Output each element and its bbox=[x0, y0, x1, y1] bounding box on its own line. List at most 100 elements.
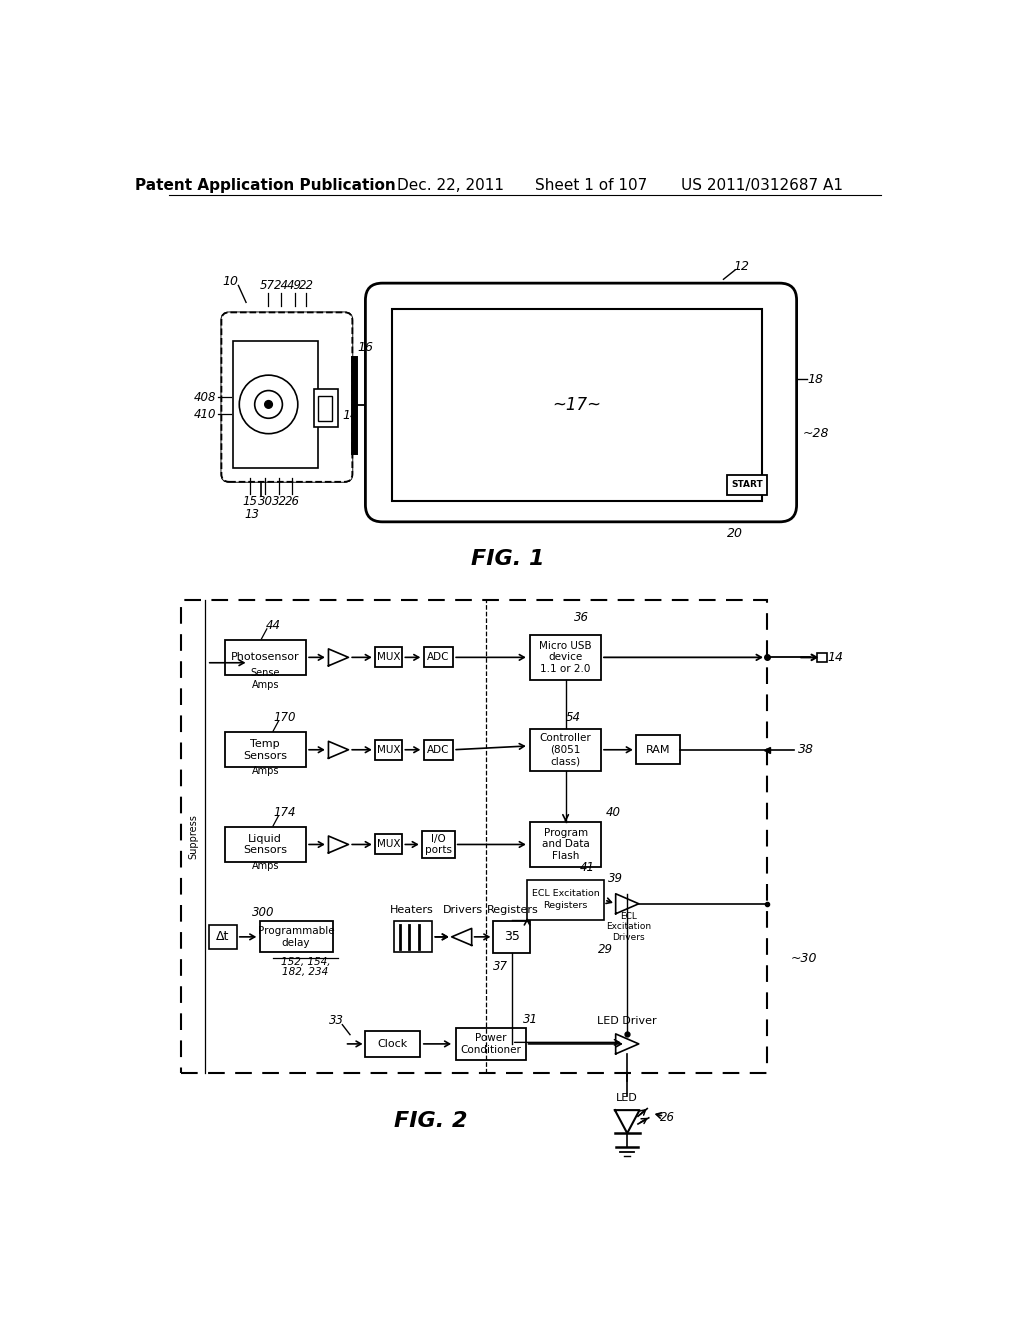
Text: Power
Conditioner: Power Conditioner bbox=[461, 1034, 521, 1055]
Bar bbox=[422, 830, 455, 858]
Bar bbox=[530, 729, 601, 771]
Bar bbox=[457, 1028, 525, 1060]
Text: 300: 300 bbox=[252, 906, 274, 919]
Text: Registers: Registers bbox=[544, 900, 588, 909]
Text: FIG. 2: FIG. 2 bbox=[394, 1111, 468, 1131]
Text: 54: 54 bbox=[566, 711, 581, 723]
Text: Amps: Amps bbox=[252, 861, 280, 871]
Text: 14: 14 bbox=[827, 651, 843, 664]
Text: US 2011/0312687 A1: US 2011/0312687 A1 bbox=[681, 178, 843, 193]
FancyBboxPatch shape bbox=[366, 284, 797, 521]
Text: Sheet 1 of 107: Sheet 1 of 107 bbox=[535, 178, 647, 193]
Bar bbox=[259, 921, 333, 952]
Text: 12: 12 bbox=[733, 260, 750, 273]
Text: Δt: Δt bbox=[216, 931, 229, 944]
Text: Heaters: Heaters bbox=[390, 906, 433, 915]
Text: 16: 16 bbox=[357, 341, 374, 354]
Text: 49: 49 bbox=[287, 279, 302, 292]
Text: 174: 174 bbox=[273, 805, 296, 818]
Bar bbox=[375, 834, 402, 854]
Text: START: START bbox=[731, 480, 763, 490]
Text: 22: 22 bbox=[299, 279, 313, 292]
Text: Suppress: Suppress bbox=[188, 814, 198, 859]
Text: 26: 26 bbox=[285, 495, 300, 508]
Bar bbox=[225, 640, 306, 675]
Text: 408: 408 bbox=[194, 391, 216, 404]
Text: 35: 35 bbox=[504, 931, 519, 944]
Text: ECL Excitation: ECL Excitation bbox=[531, 890, 599, 898]
Text: Temp
Sensors: Temp Sensors bbox=[244, 739, 288, 760]
Bar bbox=[375, 739, 402, 760]
Bar bbox=[394, 921, 432, 952]
Text: Amps: Amps bbox=[252, 767, 280, 776]
Text: LED Driver: LED Driver bbox=[597, 1016, 657, 1026]
Bar bbox=[424, 647, 454, 668]
Circle shape bbox=[264, 400, 272, 408]
Bar bbox=[180, 599, 767, 1073]
Bar bbox=[225, 733, 306, 767]
Text: 44: 44 bbox=[265, 619, 281, 631]
Text: 32: 32 bbox=[271, 495, 287, 508]
Text: 33: 33 bbox=[330, 1014, 344, 1027]
Text: Liquid
Sensors: Liquid Sensors bbox=[244, 834, 288, 855]
Bar bbox=[365, 1031, 420, 1057]
Text: Patent Application Publication: Patent Application Publication bbox=[135, 178, 395, 193]
Text: 170: 170 bbox=[273, 711, 296, 723]
Text: FIG. 1: FIG. 1 bbox=[471, 549, 545, 569]
Text: ~28: ~28 bbox=[803, 426, 829, 440]
Text: ~30: ~30 bbox=[792, 952, 817, 965]
Bar bbox=[313, 389, 339, 428]
Text: I/O
ports: I/O ports bbox=[425, 834, 452, 855]
Text: 30: 30 bbox=[258, 495, 272, 508]
Bar bbox=[530, 635, 601, 680]
Bar bbox=[225, 828, 306, 862]
Text: 152, 154,: 152, 154, bbox=[281, 957, 330, 966]
Text: RAM: RAM bbox=[646, 744, 671, 755]
Text: Clock: Clock bbox=[377, 1039, 408, 1049]
Text: 18: 18 bbox=[808, 372, 824, 385]
Bar bbox=[209, 924, 237, 949]
Text: ECL
Excitation
Drivers: ECL Excitation Drivers bbox=[606, 912, 651, 941]
Text: 14: 14 bbox=[343, 409, 358, 422]
Text: 410: 410 bbox=[194, 408, 216, 421]
Text: LED: LED bbox=[616, 1093, 638, 1102]
Text: MUX: MUX bbox=[377, 840, 400, 850]
Text: Controller
(8051
class): Controller (8051 class) bbox=[540, 733, 592, 767]
FancyBboxPatch shape bbox=[221, 313, 352, 482]
Text: Registers: Registers bbox=[487, 906, 539, 915]
Text: 39: 39 bbox=[608, 871, 624, 884]
Text: 13: 13 bbox=[245, 508, 260, 521]
Text: Drivers: Drivers bbox=[443, 906, 483, 915]
Text: 26: 26 bbox=[659, 1111, 675, 1125]
Text: 57: 57 bbox=[260, 279, 275, 292]
Bar bbox=[424, 739, 454, 760]
Text: Programmable
delay: Programmable delay bbox=[258, 927, 335, 948]
FancyBboxPatch shape bbox=[221, 313, 352, 482]
Text: Dec. 22, 2011: Dec. 22, 2011 bbox=[396, 178, 504, 193]
Text: MUX: MUX bbox=[377, 744, 400, 755]
Bar bbox=[636, 735, 680, 764]
Text: ADC: ADC bbox=[427, 652, 450, 663]
Bar bbox=[317, 396, 332, 421]
Text: 24: 24 bbox=[274, 279, 289, 292]
Text: 38: 38 bbox=[798, 743, 814, 756]
Text: ADC: ADC bbox=[427, 744, 450, 755]
Text: 10: 10 bbox=[222, 275, 239, 288]
Text: Micro USB
device
1.1 or 2.0: Micro USB device 1.1 or 2.0 bbox=[540, 640, 592, 675]
Text: Sense
Amps: Sense Amps bbox=[251, 668, 280, 690]
Text: 182, 234: 182, 234 bbox=[283, 968, 329, 977]
Text: 31: 31 bbox=[523, 1012, 539, 1026]
Bar bbox=[530, 822, 601, 867]
Text: 29: 29 bbox=[598, 944, 613, 957]
Text: 41: 41 bbox=[580, 861, 595, 874]
Text: 15: 15 bbox=[243, 495, 257, 508]
Text: 37: 37 bbox=[493, 960, 508, 973]
Text: 40: 40 bbox=[606, 805, 621, 818]
Text: 36: 36 bbox=[573, 611, 589, 624]
Bar bbox=[817, 653, 827, 663]
Bar bbox=[375, 647, 402, 668]
Text: ~17~: ~17~ bbox=[553, 396, 602, 413]
Bar bbox=[527, 880, 604, 920]
Text: Photosensor: Photosensor bbox=[231, 652, 300, 663]
Text: Program
and Data
Flash: Program and Data Flash bbox=[542, 828, 590, 861]
